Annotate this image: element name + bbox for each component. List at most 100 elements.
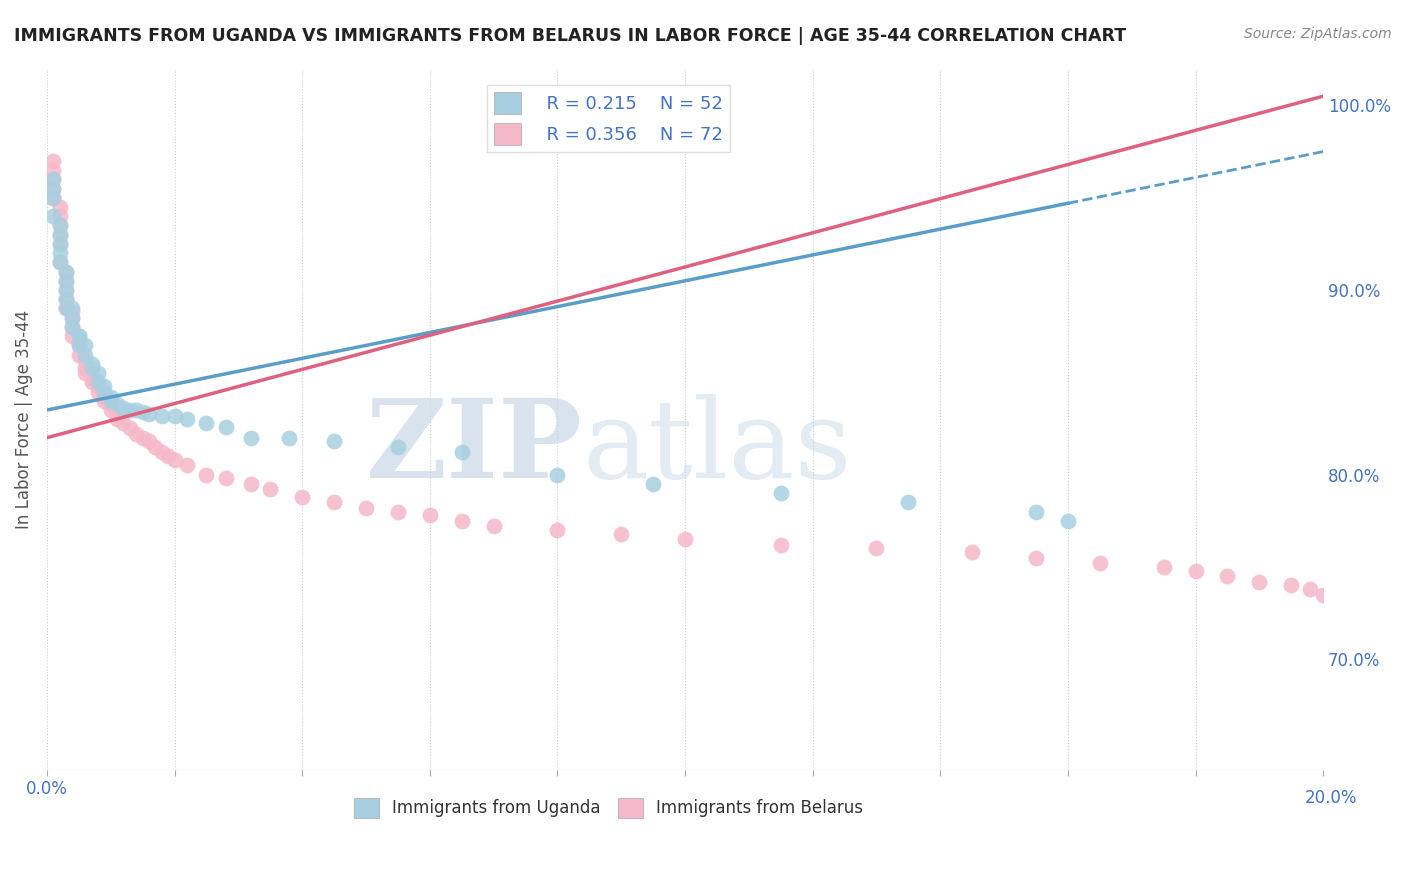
Point	[1216, 569, 1239, 583]
Point	[80, 360, 103, 375]
Point	[42, 191, 65, 205]
Point	[62, 310, 84, 325]
Point	[48, 227, 70, 242]
Point	[87, 366, 110, 380]
Point	[769, 538, 792, 552]
Point	[240, 431, 263, 445]
Point	[118, 403, 141, 417]
Point	[80, 376, 103, 390]
Point	[55, 293, 77, 307]
Point	[93, 379, 115, 393]
Point	[42, 172, 65, 186]
Text: Source: ZipAtlas.com: Source: ZipAtlas.com	[1244, 27, 1392, 41]
Point	[75, 360, 97, 375]
Point	[1057, 514, 1080, 528]
Point	[105, 412, 128, 426]
Point	[48, 209, 70, 223]
Y-axis label: In Labor Force | Age 35-44: In Labor Force | Age 35-44	[15, 310, 32, 529]
Point	[291, 490, 314, 504]
Point	[80, 371, 103, 385]
Point	[1299, 582, 1322, 596]
Point	[55, 274, 77, 288]
Point	[125, 427, 148, 442]
Point	[259, 483, 281, 497]
Point	[157, 449, 180, 463]
Point	[93, 393, 115, 408]
Point	[48, 236, 70, 251]
Point	[643, 476, 665, 491]
Point	[55, 264, 77, 278]
Point	[865, 541, 887, 556]
Point	[93, 390, 115, 404]
Point	[195, 467, 218, 482]
Point	[150, 409, 173, 423]
Point	[48, 219, 70, 233]
Point	[1312, 588, 1334, 602]
Point	[87, 384, 110, 399]
Point	[138, 407, 160, 421]
Point	[62, 320, 84, 334]
Point	[48, 246, 70, 260]
Point	[48, 219, 70, 233]
Text: 20.0%: 20.0%	[1305, 789, 1357, 807]
Point	[67, 329, 90, 343]
Point	[67, 329, 90, 343]
Point	[55, 283, 77, 297]
Point	[150, 445, 173, 459]
Point	[387, 504, 409, 518]
Point	[80, 357, 103, 371]
Point	[176, 458, 198, 473]
Point	[55, 301, 77, 316]
Point	[138, 434, 160, 449]
Point	[112, 416, 135, 430]
Point	[67, 338, 90, 352]
Point	[163, 453, 186, 467]
Point	[176, 412, 198, 426]
Point	[610, 526, 633, 541]
Point	[769, 486, 792, 500]
Point	[48, 255, 70, 269]
Point	[55, 274, 77, 288]
Point	[100, 390, 122, 404]
Point	[48, 255, 70, 269]
Point	[75, 338, 97, 352]
Point	[62, 305, 84, 319]
Point	[323, 434, 346, 449]
Point	[100, 393, 122, 408]
Point	[163, 409, 186, 423]
Text: ZIP: ZIP	[366, 393, 583, 500]
Point	[87, 379, 110, 393]
Point	[131, 431, 153, 445]
Point	[67, 338, 90, 352]
Point	[62, 329, 84, 343]
Point	[240, 476, 263, 491]
Point	[1025, 550, 1047, 565]
Point	[75, 348, 97, 362]
Point	[105, 409, 128, 423]
Point	[93, 384, 115, 399]
Point	[419, 508, 441, 523]
Text: IMMIGRANTS FROM UGANDA VS IMMIGRANTS FROM BELARUS IN LABOR FORCE | AGE 35-44 COR: IMMIGRANTS FROM UGANDA VS IMMIGRANTS FRO…	[14, 27, 1126, 45]
Point	[1249, 574, 1271, 589]
Point	[125, 403, 148, 417]
Point	[67, 334, 90, 349]
Point	[1184, 564, 1206, 578]
Point	[450, 514, 472, 528]
Point	[55, 293, 77, 307]
Point	[75, 366, 97, 380]
Point	[75, 353, 97, 368]
Point	[673, 533, 696, 547]
Point	[145, 440, 167, 454]
Point	[112, 401, 135, 416]
Point	[546, 467, 568, 482]
Point	[55, 283, 77, 297]
Point	[42, 191, 65, 205]
Point	[1025, 504, 1047, 518]
Point	[42, 181, 65, 195]
Point	[42, 172, 65, 186]
Point	[387, 440, 409, 454]
Point	[131, 405, 153, 419]
Point	[323, 495, 346, 509]
Point	[87, 376, 110, 390]
Point	[62, 301, 84, 316]
